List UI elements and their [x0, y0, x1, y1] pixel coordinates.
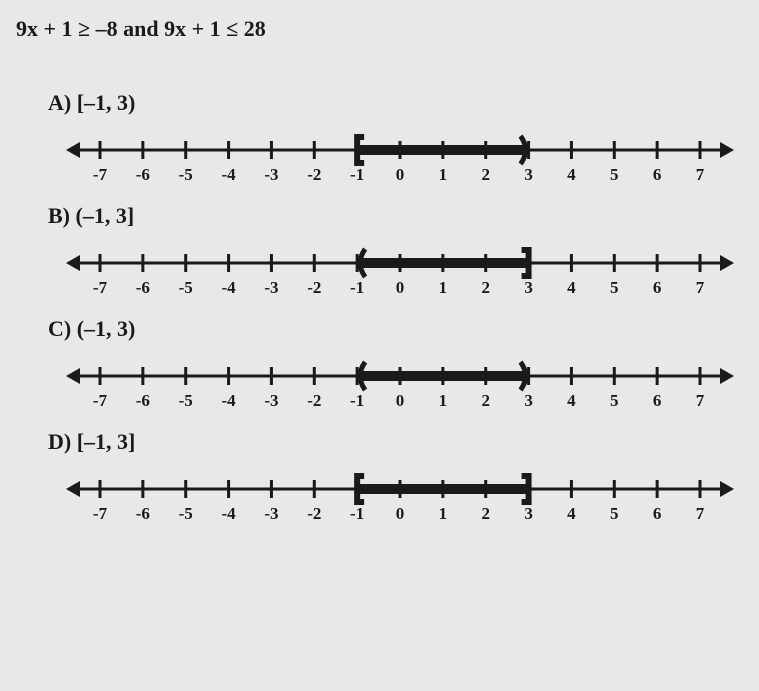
svg-text:-5: -5 — [179, 165, 193, 184]
svg-text:7: 7 — [696, 391, 705, 410]
numberline-wrap-B: -7 -6 -5 -4 -3 -2 -1 0 1 2 3 4 5 6 7 — [48, 241, 743, 306]
svg-text:-1: -1 — [350, 504, 364, 523]
numberline-wrap-A: -7 -6 -5 -4 -3 -2 -1 0 1 2 3 4 5 6 7 — [48, 128, 743, 193]
svg-text:2: 2 — [481, 165, 490, 184]
svg-text:-4: -4 — [221, 278, 236, 297]
svg-text:-5: -5 — [179, 278, 193, 297]
svg-text:0: 0 — [396, 504, 405, 523]
svg-text:3: 3 — [524, 391, 533, 410]
svg-text:-5: -5 — [179, 504, 193, 523]
svg-text:4: 4 — [567, 504, 576, 523]
svg-text:2: 2 — [481, 278, 490, 297]
svg-text:-7: -7 — [93, 504, 108, 523]
svg-text:5: 5 — [610, 165, 619, 184]
svg-text:-7: -7 — [93, 278, 108, 297]
option-D: D) [–1, 3] -7 -6 -5 -4 -3 -2 -1 0 1 2 3 4 5 6 7 — [16, 429, 743, 532]
svg-text:0: 0 — [396, 278, 405, 297]
svg-text:-3: -3 — [264, 391, 278, 410]
svg-text:5: 5 — [610, 391, 619, 410]
svg-text:2: 2 — [481, 504, 490, 523]
svg-text:1: 1 — [439, 391, 448, 410]
numberline-D: -7 -6 -5 -4 -3 -2 -1 0 1 2 3 4 5 6 7 — [60, 467, 740, 532]
svg-text:-1: -1 — [350, 278, 364, 297]
option-B: B) (–1, 3] -7 -6 -5 -4 -3 -2 -1 0 1 2 3 4 5 6 7 — [16, 203, 743, 306]
svg-text:-2: -2 — [307, 165, 321, 184]
svg-text:6: 6 — [653, 504, 662, 523]
svg-text:-2: -2 — [307, 504, 321, 523]
svg-text:3: 3 — [524, 504, 533, 523]
option-label-D: D) [–1, 3] — [48, 429, 743, 455]
numberline-B: -7 -6 -5 -4 -3 -2 -1 0 1 2 3 4 5 6 7 — [60, 241, 740, 306]
svg-text:-1: -1 — [350, 165, 364, 184]
svg-text:6: 6 — [653, 165, 662, 184]
svg-text:-7: -7 — [93, 165, 108, 184]
svg-text:-4: -4 — [221, 165, 236, 184]
svg-text:3: 3 — [524, 278, 533, 297]
svg-text:3: 3 — [524, 165, 533, 184]
svg-text:-7: -7 — [93, 391, 108, 410]
svg-text:4: 4 — [567, 165, 576, 184]
svg-text:7: 7 — [696, 278, 705, 297]
option-label-C: C) (–1, 3) — [48, 316, 743, 342]
svg-text:5: 5 — [610, 278, 619, 297]
option-label-B: B) (–1, 3] — [48, 203, 743, 229]
numberline-C: -7 -6 -5 -4 -3 -2 -1 0 1 2 3 4 5 6 7 — [60, 354, 740, 419]
svg-text:-3: -3 — [264, 165, 278, 184]
numberline-A: -7 -6 -5 -4 -3 -2 -1 0 1 2 3 4 5 6 7 — [60, 128, 740, 193]
option-label-A: A) [–1, 3) — [48, 90, 743, 116]
svg-text:2: 2 — [481, 391, 490, 410]
svg-text:4: 4 — [567, 391, 576, 410]
svg-text:0: 0 — [396, 391, 405, 410]
numberline-wrap-D: -7 -6 -5 -4 -3 -2 -1 0 1 2 3 4 5 6 7 — [48, 467, 743, 532]
svg-text:-4: -4 — [221, 391, 236, 410]
options-container: A) [–1, 3)-7-6-5-4-3-2-101234567B) (–1, … — [16, 90, 743, 532]
svg-text:5: 5 — [610, 504, 619, 523]
numberline-wrap-C: -7 -6 -5 -4 -3 -2 -1 0 1 2 3 4 5 6 7 — [48, 354, 743, 419]
svg-text:-6: -6 — [136, 504, 150, 523]
svg-text:-3: -3 — [264, 504, 278, 523]
svg-text:6: 6 — [653, 391, 662, 410]
svg-text:7: 7 — [696, 165, 705, 184]
option-A: A) [–1, 3) -7 -6 -5 -4 -3 -2 -1 0 1 2 3 4 5 6 7 — [16, 90, 743, 193]
svg-text:1: 1 — [439, 504, 448, 523]
question-text: 9x + 1 ≥ –8 and 9x + 1 ≤ 28 — [16, 16, 743, 42]
svg-text:-2: -2 — [307, 278, 321, 297]
svg-text:-2: -2 — [307, 391, 321, 410]
svg-text:-3: -3 — [264, 278, 278, 297]
svg-text:1: 1 — [439, 278, 448, 297]
svg-text:-6: -6 — [136, 278, 150, 297]
svg-text:4: 4 — [567, 278, 576, 297]
svg-text:1: 1 — [439, 165, 448, 184]
svg-text:-1: -1 — [350, 391, 364, 410]
option-C: C) (–1, 3) -7 -6 -5 -4 -3 -2 -1 0 1 2 3 4 5 6 7 — [16, 316, 743, 419]
svg-text:-6: -6 — [136, 165, 150, 184]
svg-text:-4: -4 — [221, 504, 236, 523]
svg-text:0: 0 — [396, 165, 405, 184]
svg-text:6: 6 — [653, 278, 662, 297]
svg-text:7: 7 — [696, 504, 705, 523]
svg-text:-6: -6 — [136, 391, 150, 410]
svg-text:-5: -5 — [179, 391, 193, 410]
